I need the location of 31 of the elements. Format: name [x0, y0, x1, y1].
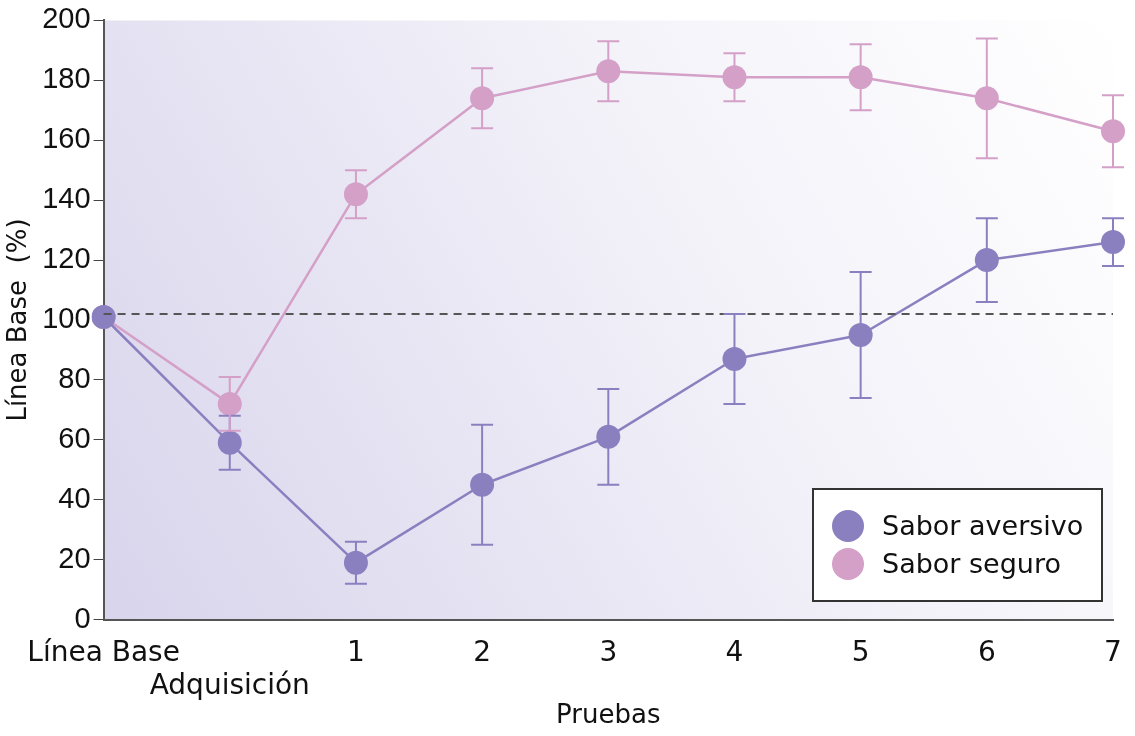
y-tick-label: 60	[58, 421, 91, 454]
y-tick-label: 100	[42, 302, 91, 334]
x-tick-label: 4	[725, 634, 744, 668]
x-tick-label: 6	[977, 634, 996, 668]
legend-label: Sabor aversivo	[882, 510, 1084, 542]
legend-label: Sabor seguro	[882, 548, 1061, 580]
y-tick-label: 80	[58, 361, 91, 394]
y-tick-label: 40	[58, 481, 91, 514]
point	[596, 59, 621, 84]
x-tick-label: 2	[473, 634, 492, 668]
point	[1101, 119, 1125, 144]
x-axis-title: Pruebas	[556, 699, 661, 730]
y-tick-label: 0	[74, 601, 91, 634]
x-tick-label: 1	[347, 634, 365, 668]
x-tick-label: Adquisición	[149, 668, 310, 702]
y-tick-label: 120	[42, 242, 91, 275]
x-tick-label: 7	[1104, 634, 1122, 668]
y-axis-title: Línea Base (%)	[2, 218, 33, 422]
point	[848, 322, 873, 347]
y-tick-label: 140	[42, 182, 91, 215]
point	[1101, 230, 1125, 255]
point	[343, 182, 368, 207]
point	[722, 346, 747, 371]
y-tick-label: 20	[58, 541, 91, 574]
x-tick-label: Línea Base	[27, 634, 180, 668]
x-tick-label: 3	[599, 634, 618, 668]
y-tick-label: 160	[42, 122, 91, 155]
y-tick-label: 180	[42, 62, 91, 95]
x-tick-label: 5	[851, 634, 870, 668]
y-tick-label: 200	[42, 2, 91, 35]
point	[343, 550, 368, 575]
